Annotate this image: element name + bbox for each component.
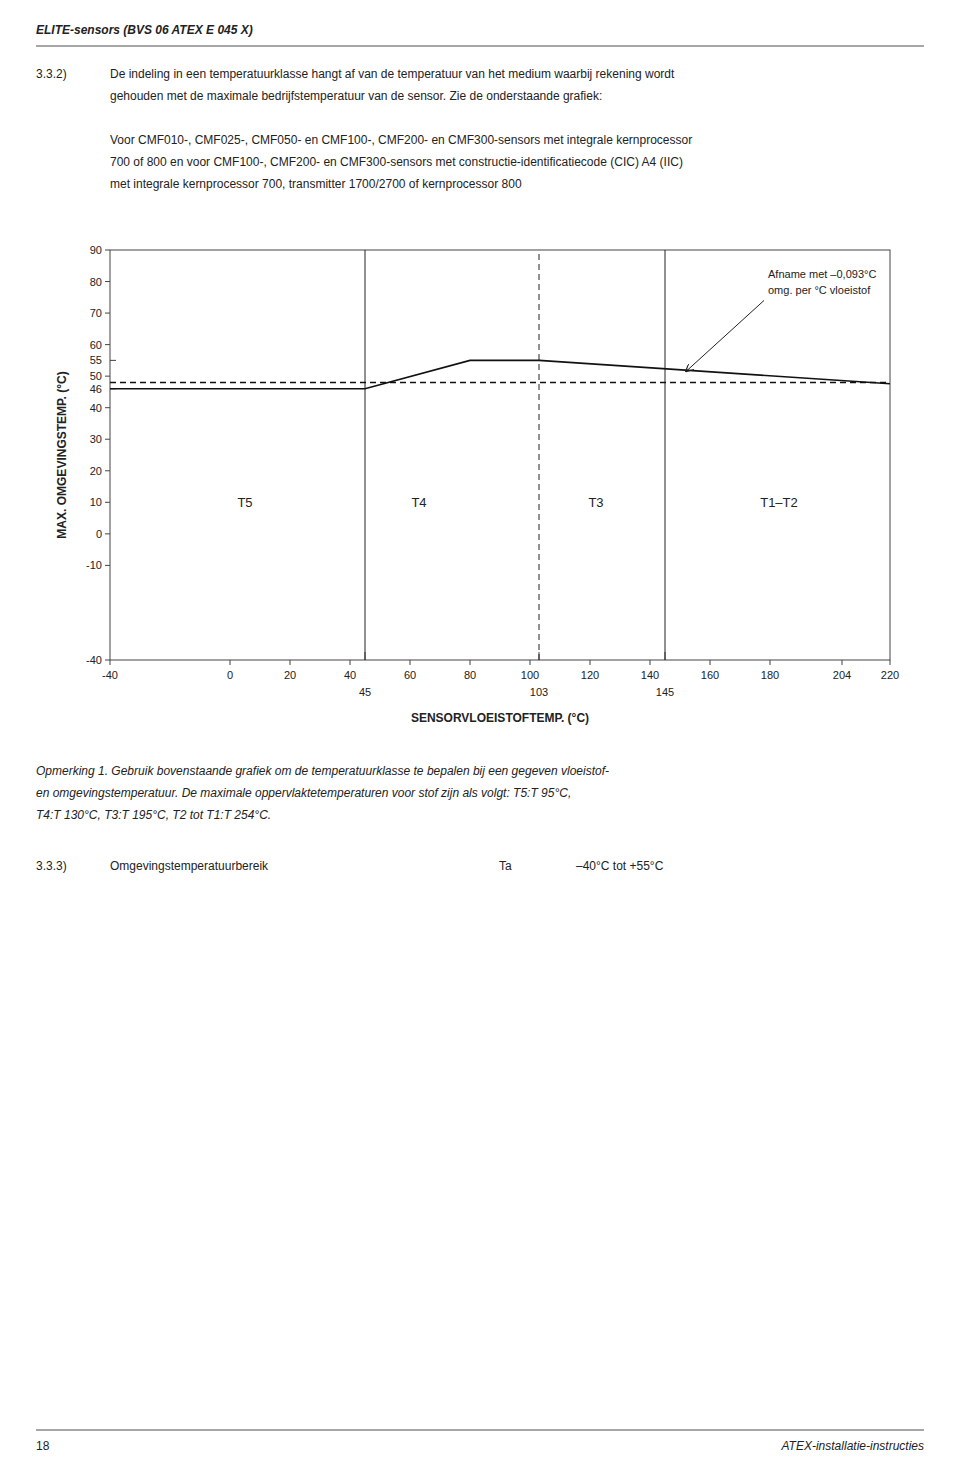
x-tick bbox=[842, 660, 843, 665]
annotation-text: omg. per °C vloeistof bbox=[768, 284, 871, 296]
footer-rule bbox=[36, 1430, 924, 1431]
y-tick bbox=[105, 313, 110, 314]
body-text: –40°C tot +55°C bbox=[576, 859, 664, 873]
vertical-line bbox=[665, 250, 666, 660]
x-tick-label: 160 bbox=[701, 669, 719, 681]
y-tick bbox=[105, 470, 110, 471]
y-tick bbox=[105, 281, 110, 282]
section-label: 3.3.2) bbox=[36, 67, 67, 81]
zone-label: T5 bbox=[237, 495, 252, 510]
y-tick-label: -40 bbox=[86, 654, 102, 666]
extra-x-tick-label: 45 bbox=[359, 686, 371, 698]
vertical-line bbox=[539, 250, 540, 660]
y-tick bbox=[105, 502, 110, 503]
y-tick-label: 10 bbox=[90, 496, 102, 508]
extra-x-tick-label: 145 bbox=[656, 686, 674, 698]
footer-page: 18 bbox=[36, 1439, 50, 1453]
y-tick bbox=[105, 660, 110, 661]
page: ELITE-sensors (BVS 06 ATEX E 045 X) 3.3.2… bbox=[0, 0, 960, 1465]
body-text: gehouden met de maximale bedrijfstempera… bbox=[110, 89, 602, 103]
x-tick bbox=[890, 660, 891, 665]
y-tick-label: 90 bbox=[90, 244, 102, 256]
footer-title: ATEX-installatie-instructies bbox=[781, 1439, 925, 1453]
zone-label: T4 bbox=[411, 495, 426, 510]
extra-x-tick-label: 103 bbox=[530, 686, 548, 698]
x-tick-label: 0 bbox=[227, 669, 233, 681]
x-tick-label: 40 bbox=[344, 669, 356, 681]
body-text: Voor CMF010-, CMF025-, CMF050- en CMF100… bbox=[110, 133, 692, 147]
header: ELITE-sensors (BVS 06 ATEX E 045 X) bbox=[36, 23, 253, 37]
x-tick bbox=[410, 660, 411, 665]
y-tick-label: 20 bbox=[90, 465, 102, 477]
extra-y-tick bbox=[110, 360, 116, 361]
annotation-text: Afname met –0,093°C bbox=[768, 268, 876, 280]
note-text: en omgevingstemperatuur. De maximale opp… bbox=[36, 786, 571, 800]
section-label: 3.3.3) bbox=[36, 859, 67, 873]
y-tick-label: 70 bbox=[90, 307, 102, 319]
body-text: De indeling in een temperatuurklasse han… bbox=[110, 67, 675, 81]
y-tick-label: 40 bbox=[90, 402, 102, 414]
x-tick bbox=[230, 660, 231, 665]
body-text: met integrale kernprocessor 700, transmi… bbox=[110, 177, 522, 191]
x-tick-label: 220 bbox=[881, 669, 899, 681]
y-tick bbox=[105, 533, 110, 534]
zone-label: T3 bbox=[588, 495, 603, 510]
y-tick-label: 50 bbox=[90, 370, 102, 382]
body-text: Ta bbox=[499, 859, 512, 873]
x-tick-label: -40 bbox=[102, 669, 118, 681]
x-tick-label: 20 bbox=[284, 669, 296, 681]
x-tick bbox=[650, 660, 651, 665]
extra-y-tick-label: 55 bbox=[90, 354, 102, 366]
note-text: T4:T 130°C, T3:T 195°C, T2 tot T1:T 254°… bbox=[36, 808, 271, 822]
x-tick-label: 60 bbox=[404, 669, 416, 681]
x-tick bbox=[290, 660, 291, 665]
series-line bbox=[110, 382, 890, 384]
note-line: Opmerking 1. Gebruik bovenstaande grafie… bbox=[36, 764, 609, 778]
x-tick-label: 100 bbox=[521, 669, 539, 681]
y-tick bbox=[105, 250, 110, 251]
plot-area bbox=[110, 250, 890, 660]
x-tick bbox=[350, 660, 351, 665]
x-tick-label: 204 bbox=[833, 669, 851, 681]
x-tick-label: 80 bbox=[464, 669, 476, 681]
extra-y-tick-label: 46 bbox=[90, 383, 102, 395]
x-tick bbox=[770, 660, 771, 665]
y-tick-label: 0 bbox=[96, 528, 102, 540]
x-tick-label: 120 bbox=[581, 669, 599, 681]
note-label: Opmerking 1. bbox=[36, 764, 108, 778]
y-tick-label: 30 bbox=[90, 433, 102, 445]
x-tick bbox=[590, 660, 591, 665]
y-tick-label: -10 bbox=[86, 559, 102, 571]
x-tick-label: 180 bbox=[761, 669, 779, 681]
y-tick bbox=[105, 376, 110, 377]
plot-frame bbox=[110, 250, 890, 660]
chart: -40 0 20 40 60 80 100 120 140 160 180 204 220 -40 -10 0… bbox=[55, 244, 899, 725]
zone-label: T1–T2 bbox=[760, 495, 798, 510]
annotation-arrow bbox=[686, 300, 764, 371]
vertical-line bbox=[365, 250, 366, 660]
body-text: Omgevingstemperatuurbereik bbox=[110, 859, 269, 873]
y-tick bbox=[105, 439, 110, 440]
y-tick-label: 60 bbox=[90, 339, 102, 351]
x-tick-label: 140 bbox=[641, 669, 659, 681]
series-line bbox=[110, 360, 890, 388]
note-text: Gebruik bovenstaande grafiek om de tempe… bbox=[108, 764, 609, 778]
y-axis-label: MAX. OMGEVINGSTEMP. (°C) bbox=[55, 371, 69, 538]
y-tick bbox=[105, 344, 110, 345]
header-rule bbox=[36, 46, 924, 47]
x-axis-label: SENSORVLOEISTOFTEMP. (°C) bbox=[411, 711, 589, 725]
x-tick bbox=[710, 660, 711, 665]
x-tick bbox=[530, 660, 531, 665]
x-tick bbox=[470, 660, 471, 665]
x-tick bbox=[110, 660, 111, 665]
y-tick-label: 80 bbox=[90, 276, 102, 288]
body-text: 700 of 800 en voor CMF100-, CMF200- en C… bbox=[110, 155, 683, 169]
y-tick bbox=[105, 407, 110, 408]
y-tick bbox=[105, 565, 110, 566]
